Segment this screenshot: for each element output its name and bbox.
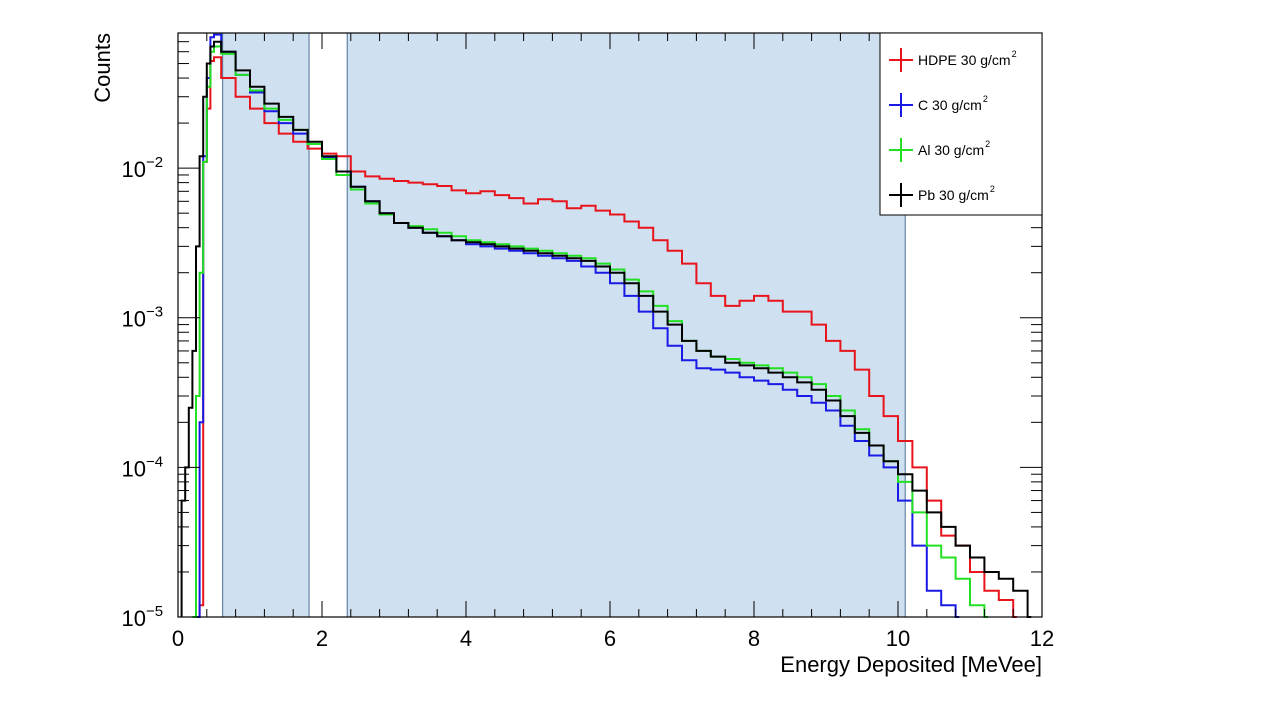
- x-tick-label: 10: [886, 626, 910, 651]
- legend-label-sup: 2: [1012, 49, 1017, 59]
- x-axis-title: Energy Deposited [MeVee]: [780, 652, 1042, 677]
- series-al-line: [192, 45, 988, 618]
- legend-label: HDPE 30 g/cm: [918, 52, 1011, 68]
- y-tick-label-exponent: −3: [146, 304, 163, 321]
- series-hdpe-line: [198, 56, 1017, 618]
- y-tick-label: 10: [122, 456, 146, 481]
- x-tick-label: 4: [460, 626, 472, 651]
- y-tick-label: 10: [122, 157, 146, 182]
- series-pb-line: [180, 40, 1032, 618]
- legend-label: C 30 g/cm: [918, 97, 982, 113]
- y-tick-label: 10: [122, 606, 146, 631]
- y-tick-label-exponent: −4: [146, 453, 163, 470]
- x-tick-label: 8: [748, 626, 760, 651]
- x-tick-label: 12: [1030, 626, 1054, 651]
- y-tick-label-exponent: −2: [146, 154, 163, 171]
- y-tick-label: 10: [122, 307, 146, 332]
- x-tick-label: 6: [604, 626, 616, 651]
- shaded-region-1: [222, 32, 310, 618]
- legend-box: [879, 32, 1043, 216]
- legend: HDPE 30 g/cm 2C 30 g/cm 2Al 30 g/cm 2Pb 30 …: [879, 32, 1043, 216]
- x-tick-label: 0: [172, 626, 184, 651]
- legend-label-sup: 2: [983, 94, 988, 104]
- y-axis-title: Counts: [90, 33, 115, 103]
- legend-label: Al 30 g/cm: [918, 142, 984, 158]
- legend-label-sup: 2: [990, 184, 995, 194]
- x-tick-label: 2: [316, 626, 328, 651]
- legend-label: Pb 30 g/cm: [918, 187, 989, 203]
- y-tick-label-exponent: −5: [146, 603, 163, 620]
- histogram-series: [180, 33, 1032, 618]
- legend-label-sup: 2: [985, 139, 990, 149]
